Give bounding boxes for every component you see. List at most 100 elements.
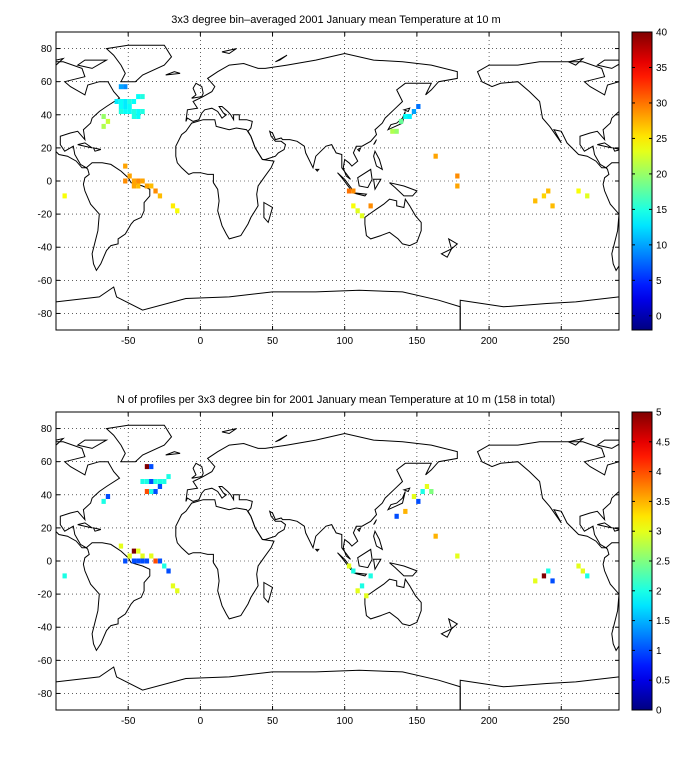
data-cell: [162, 563, 167, 569]
data-cell: [131, 558, 137, 564]
data-cell: [416, 498, 421, 504]
data-cell: [550, 203, 555, 209]
data-cell: [123, 104, 128, 109]
coastline: [77, 522, 93, 529]
coastline: [351, 192, 368, 197]
coastline: [221, 48, 237, 55]
coastline: [82, 162, 151, 272]
coastline: [373, 529, 384, 551]
coastline: [612, 527, 619, 532]
colorbar-tick-label: 15: [656, 205, 668, 216]
y-tick-label: -80: [38, 309, 53, 320]
coastline: [685, 72, 696, 75]
data-cell: [162, 479, 167, 484]
coastline: [476, 61, 619, 169]
data-cell: [127, 553, 132, 559]
y-tick-label: 0: [46, 177, 52, 188]
coastline: [263, 581, 274, 604]
coastline: [56, 441, 121, 549]
colorbar-tick-label: 5: [656, 276, 662, 287]
coastline: [447, 237, 459, 250]
data-cell: [533, 578, 538, 584]
coastline: [82, 542, 151, 652]
coastline: [92, 147, 101, 152]
data-cell: [118, 109, 124, 114]
coastline: [597, 142, 613, 149]
colorbar-tick-label: 20: [656, 169, 668, 180]
data-cell: [136, 94, 141, 100]
data-cell: [368, 203, 373, 209]
data-cell: [149, 553, 154, 559]
coastline: [566, 437, 585, 446]
data-cell: [131, 183, 137, 189]
coastline: [314, 168, 320, 172]
colorbar-tick-label: 0: [656, 706, 662, 717]
x-tick-label: 150: [409, 336, 426, 347]
data-cell: [123, 109, 128, 114]
data-cell: [123, 84, 128, 90]
data-cell: [429, 489, 434, 494]
colorbar-tick-label: 2.5: [656, 557, 670, 568]
coastline: [191, 82, 204, 99]
coastline: [275, 434, 288, 443]
data-cell: [118, 84, 124, 90]
colorbar-tick-label: 4.5: [656, 437, 670, 448]
coastline: [357, 548, 373, 569]
y-tick-label: -60: [38, 276, 53, 287]
coastline: [165, 71, 181, 76]
coastline: [596, 439, 619, 449]
coastline: [373, 519, 377, 525]
coastline: [275, 54, 288, 63]
data-cell: [170, 203, 176, 209]
data-cell: [364, 593, 369, 599]
data-cell: [136, 558, 141, 564]
y-tick-label: -40: [38, 623, 53, 634]
coastline: [356, 146, 362, 153]
coastline: [351, 572, 368, 577]
coastline: [357, 168, 373, 189]
coastline: [56, 61, 121, 169]
data-cell: [140, 178, 145, 184]
coastline: [56, 437, 65, 446]
data-cell: [149, 479, 154, 484]
data-cell: [394, 128, 399, 134]
data-cell: [136, 114, 141, 119]
data-cell: [101, 114, 106, 119]
data-cell: [101, 498, 106, 504]
colorbar-tick-label: 1.5: [656, 616, 670, 627]
y-tick-label: 60: [41, 457, 53, 468]
data-cell: [136, 109, 141, 114]
coastline: [77, 142, 93, 149]
colorbar-tick-label: 30: [656, 98, 668, 109]
x-tick-label: 150: [409, 716, 426, 727]
data-cell: [123, 178, 128, 184]
data-cell: [118, 543, 124, 549]
coastline: [221, 428, 237, 435]
y-tick-label: 40: [41, 110, 53, 121]
coastline: [566, 57, 585, 66]
coastline: [685, 452, 696, 455]
map-area: [56, 32, 696, 330]
data-cell: [118, 99, 124, 104]
data-cell: [127, 104, 132, 109]
data-cell: [585, 573, 590, 579]
data-cell: [157, 484, 163, 489]
y-tick-label: 0: [46, 557, 52, 568]
x-tick-label: -50: [121, 716, 136, 727]
colorbar-tick-label: 3: [656, 527, 662, 538]
data-cell: [140, 109, 145, 114]
coastline: [105, 44, 173, 83]
coastline: [373, 139, 377, 145]
data-cell: [455, 173, 460, 179]
y-tick-label: -20: [38, 590, 53, 601]
colorbar-gradient: [632, 32, 652, 330]
data-cell: [105, 494, 111, 499]
coastline: [175, 119, 275, 240]
coastline: [612, 147, 619, 152]
coastline: [175, 499, 275, 620]
data-cell: [105, 118, 111, 124]
data-cell: [355, 208, 360, 214]
x-tick-label: 200: [481, 336, 498, 347]
data-cell: [136, 548, 141, 554]
